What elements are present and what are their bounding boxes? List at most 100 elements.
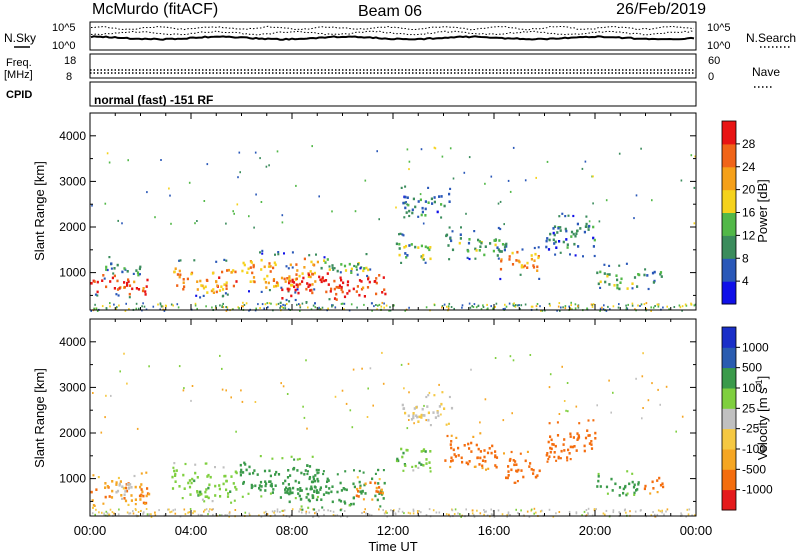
data-cell [520, 265, 523, 269]
data-cell [584, 436, 588, 440]
data-cell [494, 243, 497, 247]
edge-cell [314, 302, 316, 305]
data-cell [572, 436, 575, 439]
data-cell [102, 274, 105, 277]
data-cell [130, 494, 133, 497]
edge-cell [427, 186, 430, 189]
scatter-cell [627, 303, 629, 306]
data-cell [575, 449, 578, 452]
data-cell [631, 282, 634, 285]
data-cell [661, 482, 664, 485]
data-cell [420, 450, 423, 453]
data-cell [547, 248, 551, 251]
date-title: 26/Feb/2019 [616, 1, 706, 18]
sparse-cell [253, 226, 255, 229]
sparse-cell [331, 210, 333, 213]
data-cell [273, 285, 276, 288]
sparse-cell [647, 399, 650, 402]
sparse-cell [642, 407, 644, 409]
velocity-x-axis: 00:00 04:00 08:00 12:00 16:00 20:00 00:00 [74, 319, 712, 538]
scatter-cell [312, 515, 314, 518]
scatter-cell [192, 512, 194, 515]
edge-cell [404, 185, 407, 188]
data-cell [583, 230, 586, 234]
data-cell [249, 280, 252, 283]
data-cell [339, 276, 342, 280]
data-cell [573, 445, 576, 448]
edge-cell [513, 481, 516, 484]
scatter-cell [612, 511, 615, 514]
scatter-cell [298, 303, 300, 306]
edge-cell [277, 251, 280, 254]
scatter-cell [650, 309, 652, 312]
data-cell [552, 231, 555, 235]
sparse-cell [281, 221, 284, 224]
scatter-cell [559, 309, 561, 312]
data-cell [179, 273, 182, 277]
data-cell [118, 482, 121, 486]
scatter-cell [249, 514, 251, 517]
edge-cell [649, 492, 652, 495]
data-cell [297, 291, 300, 295]
data-cell [309, 275, 312, 279]
data-cell [265, 286, 268, 289]
data-cell [552, 443, 555, 446]
scatter-cell [418, 510, 420, 513]
data-cell [291, 284, 294, 287]
edge-cell [300, 505, 303, 508]
data-cell [329, 290, 332, 293]
data-cell [324, 261, 327, 264]
edge-cell [92, 474, 95, 477]
data-cell [183, 285, 186, 288]
edge-cell [448, 226, 451, 229]
data-cell [113, 274, 116, 278]
sparse-cell [106, 152, 109, 155]
data-cell [576, 222, 579, 226]
data-cell [319, 486, 322, 489]
scatter-cell [331, 304, 333, 307]
data-cell [434, 416, 437, 419]
scatter-cell [685, 515, 687, 518]
data-cell [338, 286, 341, 289]
edge-cell [519, 273, 522, 276]
beam-title: Beam 06 [358, 3, 422, 20]
edge-cell [247, 492, 250, 495]
scatter-cell [332, 304, 334, 307]
sparse-cell [511, 412, 513, 415]
edge-cell [317, 471, 320, 474]
data-cell [225, 284, 228, 287]
sparse-cell [123, 352, 125, 355]
data-cell [105, 268, 108, 271]
data-cell [467, 442, 470, 446]
edge-cell [417, 466, 420, 469]
data-cell [505, 476, 508, 480]
data-cell [90, 490, 93, 494]
scatter-cell [225, 306, 227, 308]
sparse-cell [221, 367, 223, 370]
scatter-cell [459, 513, 461, 516]
sparse-cell [633, 217, 635, 220]
sparse-cell [612, 391, 614, 394]
data-cell [494, 239, 497, 242]
data-cell [568, 452, 571, 455]
data-cell [121, 485, 124, 488]
edge-cell [474, 257, 477, 260]
data-cell [467, 241, 471, 245]
data-cell [382, 497, 385, 500]
data-cell [653, 270, 656, 274]
data-cell [171, 487, 175, 490]
edge-cell [451, 230, 454, 233]
scatter-cell [273, 511, 275, 514]
sparse-cell [238, 151, 241, 154]
data-cell [242, 480, 245, 484]
scatter-cell [176, 303, 179, 306]
colorbar-tick-label: 24 [742, 160, 756, 174]
scatter-cell [276, 510, 279, 513]
edge-cell [400, 186, 403, 189]
sparse-cell [334, 395, 337, 398]
scatter-cell [528, 516, 531, 518]
power-panel-frame [89, 112, 697, 311]
data-cell [214, 494, 217, 497]
data-cell [509, 457, 512, 461]
edge-cell [400, 261, 403, 264]
